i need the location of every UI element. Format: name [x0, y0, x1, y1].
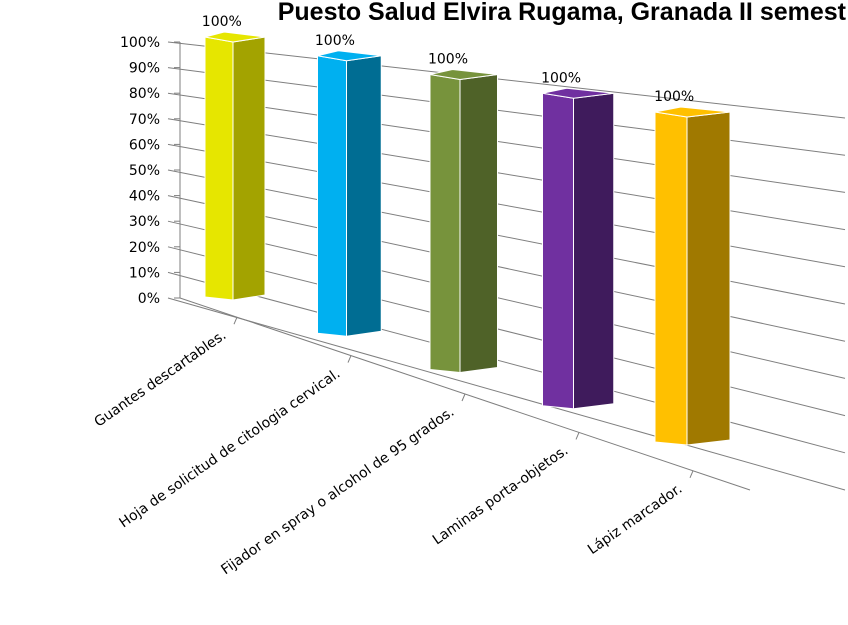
- grid-line: [167, 297, 846, 491]
- x-tick: [575, 432, 580, 440]
- grid-line: [167, 220, 846, 379]
- grid-line: [167, 169, 846, 305]
- x-tick: [461, 393, 466, 402]
- grid-line: [167, 271, 846, 454]
- y-tick-label: 40%: [129, 189, 160, 205]
- y-tick-label: 60%: [129, 137, 160, 153]
- bar-top: [317, 50, 382, 62]
- grid-line: [167, 195, 846, 342]
- grid-line: [167, 92, 846, 193]
- x-tick: [689, 470, 694, 478]
- bar-side: [459, 73, 498, 374]
- y-tick-label: 20%: [129, 240, 160, 256]
- grid-line: [167, 41, 846, 119]
- bar-top: [204, 31, 266, 43]
- y-tick-label: 0%: [138, 291, 160, 307]
- y-tick-label: 90%: [129, 61, 160, 77]
- y-tick-label: 80%: [129, 86, 160, 102]
- data-label: 100%: [654, 89, 694, 105]
- bar-front: [542, 92, 574, 410]
- y-tick-label: 100%: [120, 35, 160, 51]
- bar-top: [542, 87, 614, 99]
- y-tick-label: 70%: [129, 112, 160, 128]
- y-tick-label: 50%: [129, 163, 160, 179]
- bar-top: [429, 68, 498, 81]
- data-label: 100%: [202, 14, 242, 30]
- grid-line: [167, 118, 846, 231]
- y-tick-label: 30%: [129, 214, 160, 230]
- y-tick-label: 10%: [129, 265, 160, 281]
- data-label: 100%: [428, 52, 468, 68]
- grid-line: [167, 246, 846, 417]
- bar-front: [654, 111, 688, 446]
- chart-title: Puesto Salud Elvira Rugama, Granada II s…: [278, 0, 847, 26]
- grid-line: [167, 67, 846, 156]
- grid-line: [167, 143, 846, 268]
- x-tick: [347, 355, 352, 363]
- bar-side: [573, 92, 615, 410]
- bar-front: [204, 36, 234, 301]
- data-label: 100%: [541, 70, 581, 86]
- bar-side: [686, 111, 731, 446]
- x-tick-label: Laminas porta-objetos.: [430, 443, 571, 549]
- data-label: 100%: [315, 33, 355, 49]
- bar-top: [654, 106, 731, 118]
- bar-side: [346, 55, 382, 337]
- bar-side: [232, 36, 266, 301]
- bar-front: [429, 73, 461, 374]
- x-tick-label: Lápiz marcador.: [585, 481, 685, 558]
- bar-front: [317, 55, 347, 337]
- x-tick: [233, 317, 238, 325]
- x-tick-label: Guantes descartables.: [91, 327, 229, 430]
